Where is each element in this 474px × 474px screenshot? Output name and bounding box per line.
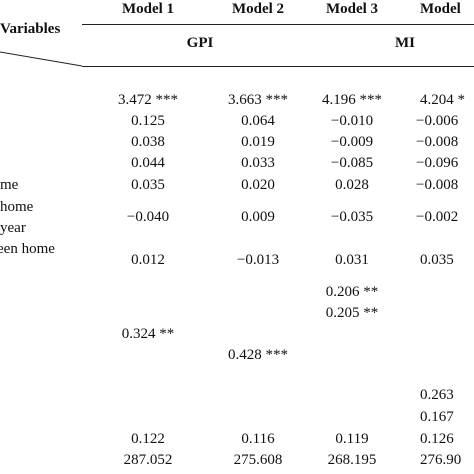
cell: 0.035: [131, 177, 165, 193]
cell: −0.035: [330, 209, 374, 225]
row-label: year: [0, 220, 26, 236]
row-label: me: [0, 177, 19, 193]
model-header: Model: [420, 1, 461, 17]
model-header: Model 2: [231, 1, 285, 17]
cell: −0.008: [416, 134, 459, 150]
model-header: Model 3: [325, 1, 379, 17]
diagonal-line: [0, 51, 83, 67]
cell: 3.663 ***: [228, 92, 288, 108]
group-header: MI: [395, 35, 415, 51]
cell: 0.012: [131, 252, 165, 268]
cell: 4.204 *: [420, 92, 465, 108]
cell: 0.038: [131, 134, 165, 150]
header-rule: [82, 24, 474, 25]
cell: −0.085: [330, 155, 374, 171]
variables-header: Variables: [0, 21, 61, 37]
cell: 0.428 ***: [228, 347, 288, 363]
cell: −0.013: [236, 252, 280, 268]
cell: 0.126: [420, 431, 454, 447]
cell: 0.263: [420, 387, 454, 403]
cell: 0.033: [241, 155, 275, 171]
cell: −0.006: [416, 113, 459, 129]
row-label: home: [0, 199, 34, 215]
cell: 0.009: [241, 209, 275, 225]
group-header: GPI: [186, 35, 214, 51]
row-label: een home: [0, 241, 55, 257]
cell: 0.031: [335, 252, 369, 268]
cell: 287.052: [123, 452, 173, 468]
cell: −0.009: [330, 134, 374, 150]
cell: 275.608: [233, 452, 283, 468]
cell: −0.008: [416, 177, 459, 193]
cell: 0.020: [241, 177, 275, 193]
cell: 0.324 **: [121, 326, 175, 342]
cell: 0.206 **: [325, 284, 379, 300]
model-header: Model 1: [121, 1, 175, 17]
cell: −0.040: [126, 209, 170, 225]
cell: 0.035: [420, 252, 454, 268]
cell: 3.472 ***: [118, 92, 178, 108]
cell: −0.010: [330, 113, 374, 129]
cell: 0.205 **: [325, 305, 379, 321]
cell: 0.119: [335, 431, 369, 447]
cell: 4.196 ***: [322, 92, 382, 108]
cell: −0.002: [416, 209, 459, 225]
cell: 0.044: [131, 155, 165, 171]
cell: 0.167: [420, 409, 454, 425]
header-rule: [82, 66, 474, 67]
cell: 276.90: [420, 452, 462, 468]
cell: 0.125: [131, 113, 165, 129]
cell: −0.096: [416, 155, 459, 171]
cell: 0.116: [241, 431, 275, 447]
cell: 0.028: [335, 177, 369, 193]
cell: 0.019: [241, 134, 275, 150]
cell: 268.195: [327, 452, 377, 468]
cell: 0.122: [131, 431, 165, 447]
cell: 0.064: [241, 113, 275, 129]
